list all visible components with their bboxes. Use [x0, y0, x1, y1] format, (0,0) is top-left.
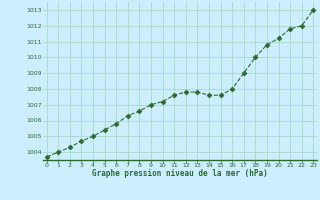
X-axis label: Graphe pression niveau de la mer (hPa): Graphe pression niveau de la mer (hPa) [92, 169, 268, 178]
